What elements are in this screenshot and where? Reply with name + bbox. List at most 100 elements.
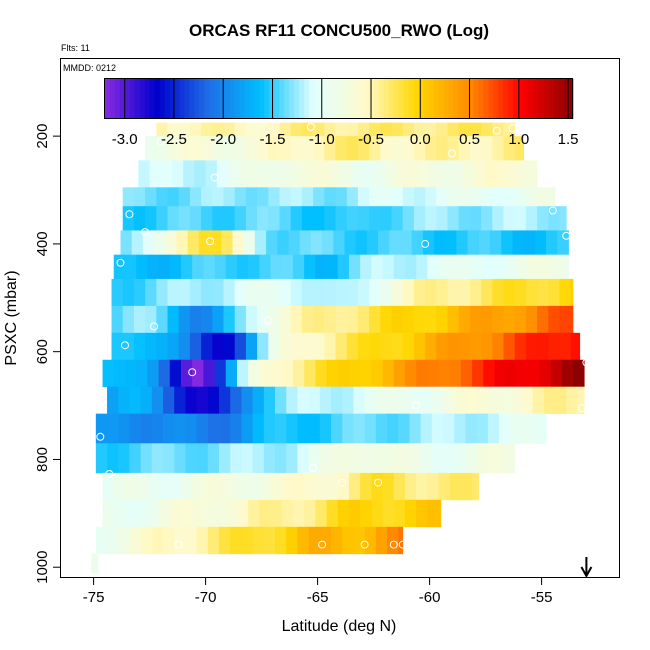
heatmap-cell [510, 443, 516, 474]
heatmap-cell [196, 386, 209, 415]
heatmap-cell [543, 386, 556, 415]
heatmap-cell [420, 386, 433, 415]
heatmap-cell [346, 278, 359, 307]
heatmap-cell [212, 187, 224, 207]
heatmap-cell [192, 499, 204, 528]
heatmap-cell [346, 206, 359, 231]
flight-marker [206, 237, 215, 246]
heatmap-cell [521, 413, 534, 444]
heatmap-cell [494, 359, 507, 388]
heatmap-cell [335, 122, 348, 137]
heatmap-cell [413, 332, 426, 361]
heatmap-cell [174, 413, 186, 444]
heatmap-cell [447, 206, 460, 231]
heatmap-cell [118, 413, 130, 444]
heatmap-cell [416, 499, 428, 528]
heatmap-cell [487, 413, 500, 444]
colorbar-tick-label: -0.5 [358, 131, 384, 148]
heatmap-cell [382, 499, 395, 528]
heatmap-cell [326, 359, 339, 388]
heatmap-cell [136, 359, 148, 388]
colorbar-swatch [443, 79, 449, 119]
heatmap-cell [431, 413, 444, 444]
heatmap-cell [380, 206, 392, 231]
heatmap-cell [443, 443, 455, 474]
colorbar-swatch [568, 79, 574, 119]
heatmap-cell [483, 254, 495, 280]
heatmap-cell [275, 526, 287, 555]
heatmap-cell [521, 386, 534, 415]
heatmap-cell [176, 230, 189, 256]
date-label: MMDD: 0212 [63, 63, 116, 73]
heatmap-cell [201, 187, 213, 207]
heatmap-cell [494, 254, 507, 280]
heatmap-cell [481, 187, 493, 207]
y-tick-label: 1000 [34, 551, 51, 584]
heatmap-cell [185, 443, 198, 474]
heatmap-cell [357, 122, 370, 137]
colorbar-swatch [343, 79, 350, 119]
heatmap-cell [189, 136, 202, 161]
heatmap-cell [241, 386, 254, 415]
heatmap-cell [154, 230, 166, 256]
heatmap-cell [348, 359, 361, 388]
flight-marker [318, 540, 327, 549]
heatmap-cell [268, 332, 280, 361]
colorbar-tick-label: 0.5 [459, 131, 480, 148]
heatmap-cell [407, 160, 419, 188]
heatmap-cell [371, 359, 383, 388]
colorbar-swatch [453, 79, 459, 119]
heatmap-cell [301, 136, 314, 161]
heatmap-cell [230, 413, 242, 444]
colorbar-swatch [528, 79, 534, 119]
heatmap-cell [458, 278, 471, 307]
heatmap-cell [178, 206, 191, 231]
heatmap-cell [113, 499, 126, 528]
flight-marker [121, 341, 129, 350]
colorbar: -3.0 -2.5 -2.0 -1.5 -1.0 -0.5 0.0 0.5 1.0 1.5 [104, 78, 579, 148]
flight-marker [338, 478, 347, 487]
heatmap-cell [391, 206, 404, 231]
x-tick-label: -60 [419, 589, 441, 606]
heatmap-cell [465, 386, 478, 415]
colorbar-swatch [423, 79, 429, 119]
heatmap-cell [492, 305, 504, 334]
heatmap-cell [546, 230, 558, 256]
heatmap-cell [371, 472, 383, 501]
heatmap-cell [196, 443, 209, 474]
heatmap-cell [460, 472, 473, 501]
heatmap-cell [281, 254, 294, 280]
heatmap-cell [203, 499, 215, 528]
heatmap-cell [402, 278, 415, 307]
heatmap-cell [380, 136, 392, 161]
heatmap-cell [534, 230, 547, 256]
heatmap-cell [301, 206, 314, 231]
heatmap-cell [129, 413, 142, 444]
heatmap-cell [281, 359, 294, 388]
heatmap-cell [275, 386, 287, 415]
heatmap-cell [335, 187, 348, 207]
heatmap-cell [178, 278, 191, 307]
heatmap-cell [387, 413, 399, 444]
heatmap-cell [234, 206, 247, 231]
colorbar-swatch [553, 79, 559, 119]
heatmap-cell [118, 386, 130, 415]
heatmap-cell [259, 499, 271, 528]
heatmap-cell [257, 332, 269, 361]
heatmap-cell [107, 443, 119, 474]
heatmap-cell [263, 413, 276, 444]
colorbar-tick-label: -3.0 [112, 131, 138, 148]
heatmap-cell [124, 254, 137, 280]
heatmap-cell [129, 443, 142, 474]
x-tick-label: -75 [83, 589, 105, 606]
heatmap-cell [393, 359, 406, 388]
colorbar-swatch [169, 79, 175, 119]
colorbar-tick-label: -2.0 [210, 131, 236, 148]
heatmap-cell [133, 187, 146, 207]
colorbar-swatch [498, 79, 504, 119]
heatmap-cell [203, 254, 215, 280]
heatmap-cell [207, 413, 220, 444]
heatmap-cell [167, 187, 180, 207]
heatmap-cell [443, 386, 455, 415]
heatmap-cell [398, 526, 404, 555]
